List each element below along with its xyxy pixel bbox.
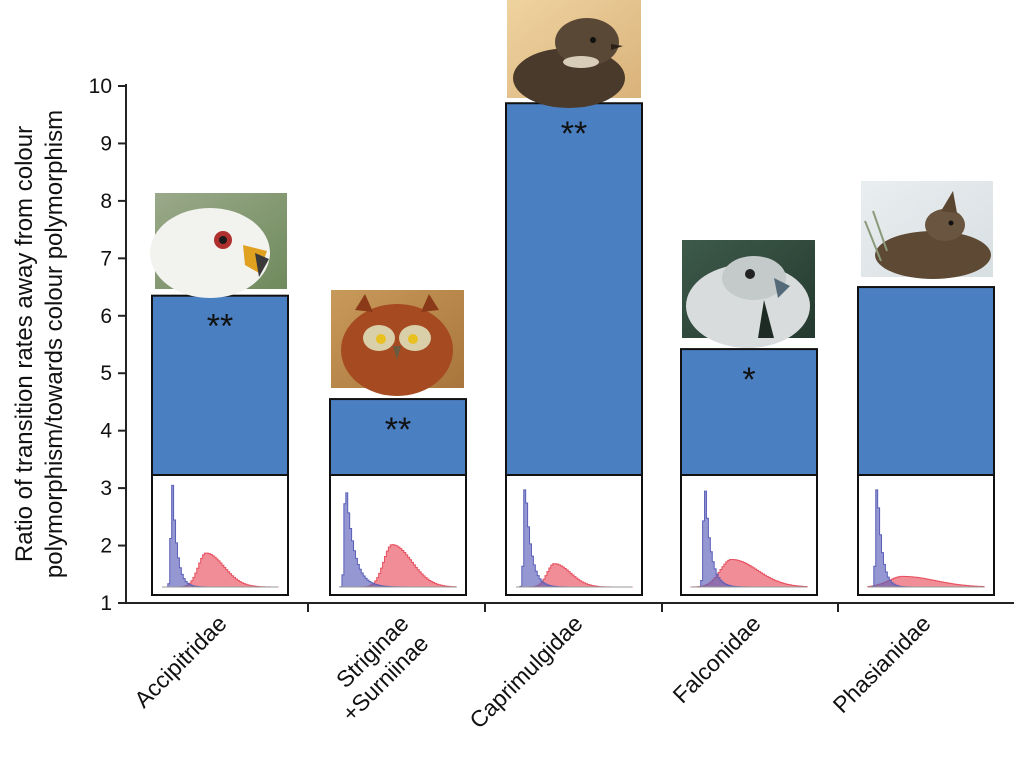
y-tick-label: 3 (100, 477, 112, 500)
bird-head (555, 18, 619, 66)
bird-throat (563, 56, 599, 68)
grass-stems (864, 210, 888, 262)
nightjar-photo (507, 0, 641, 108)
y-tick-label: 6 (100, 305, 112, 328)
category-label-line: Accipitridae (129, 610, 231, 712)
category-label: Phasianidae (828, 610, 936, 718)
screech-owl-photo (331, 290, 464, 396)
y-tick-label: 5 (100, 362, 112, 385)
bar (857, 286, 995, 476)
bird-head (150, 208, 270, 298)
bird-photos (150, 0, 993, 396)
grouse-photo (861, 181, 993, 279)
bird-eye (590, 37, 596, 43)
bird-eye (408, 334, 418, 344)
significance-label: ** (207, 308, 233, 346)
bird-beak (393, 346, 401, 360)
category-labels: Accipitridae Striginae+Surniinae Caprimulg… (129, 610, 935, 733)
bar (505, 102, 643, 476)
bird-eye (948, 220, 954, 226)
y-axis-title-line: Ratio of transition rates away from colo… (11, 126, 38, 562)
bird-pupil (219, 236, 227, 244)
y-axis-label: Ratio of transition rates away from colo… (11, 110, 68, 578)
category-label-line: Caprimulgidae (464, 610, 587, 733)
y-tick-label: 7 (100, 247, 112, 270)
gyrfalcon-photo (682, 240, 815, 348)
y-tick-label: 10 (89, 75, 112, 98)
bird-body (875, 231, 991, 279)
axes: 1 2 3 4 5 6 7 8 9 10 (89, 75, 1014, 615)
category-label: Accipitridae (129, 610, 231, 712)
bar (680, 348, 818, 476)
bird-beak (774, 278, 790, 298)
y-tick-label: 1 (100, 592, 112, 615)
white-kite-photo (150, 193, 287, 298)
bird-shadow (758, 300, 774, 338)
category-label: Falconidae (668, 610, 766, 708)
significance-label: ** (385, 411, 411, 449)
category-label-line: Phasianidae (828, 610, 936, 718)
significance-label: ** (561, 115, 587, 153)
y-tick-label: 8 (100, 190, 112, 213)
significance-label: * (742, 361, 755, 399)
bird-eye (745, 269, 755, 279)
bars: ******* (151, 102, 995, 596)
y-tick-label: 2 (100, 535, 112, 558)
bird-beak (255, 253, 269, 277)
bird-beak (611, 44, 623, 50)
y-tick-label: 9 (100, 132, 112, 155)
category-label: Caprimulgidae (464, 610, 587, 733)
bird-eye (376, 334, 386, 344)
bird-head (925, 209, 965, 241)
y-tick-label: 4 (100, 420, 112, 443)
category-label-line: Falconidae (668, 610, 766, 708)
bird-ear-tufts (355, 294, 439, 312)
y-axis-title-line: polymorphism/towards colour polymorphism (41, 110, 68, 578)
category-label: Striginae+Surniinae (317, 610, 433, 726)
bird-crest (941, 191, 957, 213)
bird-head (722, 256, 786, 300)
